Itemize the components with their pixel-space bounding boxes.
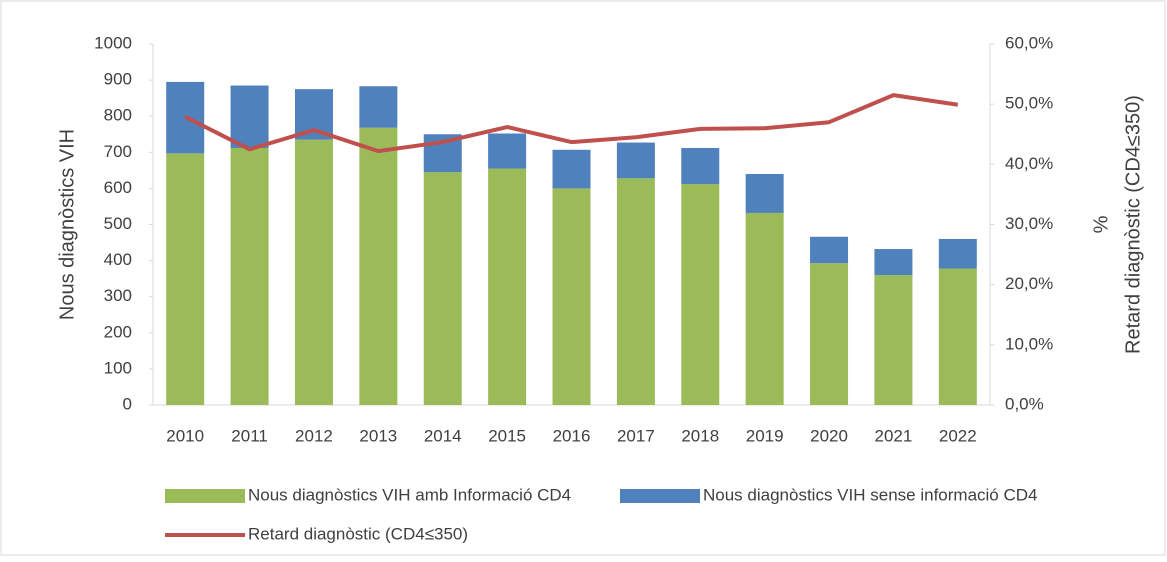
y2-tick-label: 10,0% (1005, 334, 1053, 353)
bar (810, 236, 849, 264)
y-tick-label: 100 (104, 358, 132, 377)
bar (938, 268, 977, 405)
bar (230, 147, 269, 405)
y2-axis-label: Retard diagnòstic (CD4≤350) (1122, 95, 1144, 354)
legend-label: Nous diagnòstics VIH sense informació CD… (703, 485, 1037, 504)
legend-label: Retard diagnòstic (CD4≤350) (248, 524, 468, 543)
y-tick-label: 200 (104, 322, 132, 341)
x-tick-label: 2010 (166, 426, 204, 445)
y2-axis-label: % (1090, 215, 1112, 233)
bar (488, 168, 527, 405)
bar (681, 184, 720, 405)
x-tick-label: 2016 (553, 426, 591, 445)
bar (745, 212, 784, 405)
y-tick-label: 700 (104, 142, 132, 161)
x-tick-label: 2020 (810, 426, 848, 445)
x-tick-label: 2013 (359, 426, 397, 445)
bar (166, 153, 205, 405)
bar (230, 85, 269, 148)
x-tick-label: 2014 (424, 426, 462, 445)
bar (616, 178, 655, 405)
y2-tick-label: 50,0% (1005, 94, 1053, 113)
bar (294, 139, 333, 406)
bar (552, 149, 591, 189)
y-tick-label: 800 (104, 106, 132, 125)
y2-tick-label: 20,0% (1005, 274, 1053, 293)
y-tick-label: 0 (123, 394, 132, 413)
x-tick-label: 2015 (488, 426, 526, 445)
y2-tick-label: 40,0% (1005, 154, 1053, 173)
x-tick-label: 2017 (617, 426, 655, 445)
y-axis-label: Nous diagnòstics VIH (56, 129, 78, 320)
y-tick-label: 400 (104, 250, 132, 269)
bar (874, 249, 913, 276)
bar (745, 173, 784, 213)
bar (874, 275, 913, 405)
bar (810, 263, 849, 405)
x-tick-label: 2018 (681, 426, 719, 445)
bar (681, 147, 720, 185)
bar (616, 142, 655, 179)
bar (359, 86, 398, 128)
line (184, 93, 959, 154)
y-tick-label: 500 (104, 214, 132, 233)
y-tick-label: 1000 (94, 33, 132, 52)
x-tick-label: 2012 (295, 426, 333, 445)
bar (359, 127, 398, 405)
y-tick-label: 600 (104, 178, 132, 197)
legend-swatch (165, 489, 245, 503)
legend-swatch (620, 489, 700, 503)
bar (488, 133, 527, 169)
bar (938, 238, 977, 269)
x-tick-label: 2022 (939, 426, 977, 445)
y2-tick-label: 60,0% (1005, 33, 1053, 52)
legend-label: Nous diagnòstics VIH amb Informació CD4 (248, 485, 571, 504)
bar (423, 172, 462, 405)
y-tick-label: 300 (104, 286, 132, 305)
y2-tick-label: 30,0% (1005, 214, 1053, 233)
y-tick-label: 900 (104, 70, 132, 89)
x-tick-label: 2021 (875, 426, 913, 445)
x-tick-label: 2019 (746, 426, 784, 445)
bar (552, 188, 591, 405)
y2-tick-label: 0,0% (1005, 394, 1044, 413)
x-tick-label: 2011 (231, 426, 268, 445)
